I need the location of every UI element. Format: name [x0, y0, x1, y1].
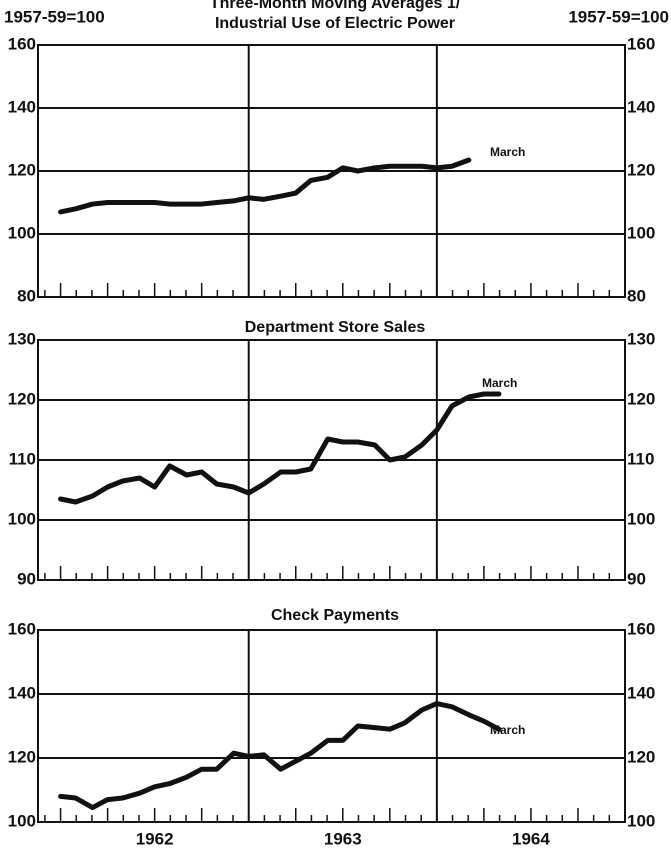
y-tick-label: 100 — [8, 811, 36, 830]
y2-tick-label: 120 — [627, 747, 655, 766]
y2-tick-label: 100 — [627, 509, 655, 528]
panel-title: Check Payments — [271, 607, 399, 624]
panel-title: Department Store Sales — [245, 319, 426, 336]
y2-tick-label: 160 — [627, 619, 655, 638]
y-tick-label: 120 — [8, 160, 36, 179]
x-tick-label: 1964 — [512, 829, 550, 848]
y-tick-label: 80 — [17, 286, 36, 305]
y2-tick-label: 120 — [627, 160, 655, 179]
y-tick-label: 160 — [8, 34, 36, 53]
panel-title: Industrial Use of Electric Power — [215, 15, 455, 32]
y-tick-label: 140 — [8, 683, 36, 702]
y-tick-label: 90 — [17, 569, 36, 588]
y-tick-label: 120 — [8, 747, 36, 766]
y2-tick-label: 160 — [627, 34, 655, 53]
units-right: 1957-59=100 — [568, 7, 669, 26]
y2-tick-label: 100 — [627, 811, 655, 830]
x-tick-label: 1963 — [324, 829, 362, 848]
y2-tick-label: 140 — [627, 97, 655, 116]
y-tick-label: 160 — [8, 619, 36, 638]
x-tick-label: 1962 — [136, 829, 174, 848]
plot-frame — [37, 629, 626, 823]
subtitle: Three-Month Moving Averages 1/ — [210, 0, 461, 12]
y2-tick-label: 100 — [627, 223, 655, 242]
y-tick-label: 130 — [8, 329, 36, 348]
data-line — [58, 157, 472, 215]
units-left: 1957-59=100 — [4, 7, 105, 26]
annotation: March — [482, 376, 517, 390]
y-tick-label: 120 — [8, 389, 36, 408]
y-tick-label: 100 — [8, 223, 36, 242]
annotation: March — [490, 145, 525, 159]
y-tick-label: 100 — [8, 509, 36, 528]
y2-tick-label: 120 — [627, 389, 655, 408]
y2-tick-label: 110 — [627, 449, 654, 468]
y2-tick-label: 140 — [627, 683, 655, 702]
y2-tick-label: 90 — [627, 569, 646, 588]
data-line — [58, 391, 502, 505]
y2-tick-label: 130 — [627, 329, 655, 348]
y-tick-label: 140 — [8, 97, 36, 116]
y2-tick-label: 80 — [627, 286, 646, 305]
y-tick-label: 110 — [9, 449, 36, 468]
data-line — [58, 701, 502, 811]
